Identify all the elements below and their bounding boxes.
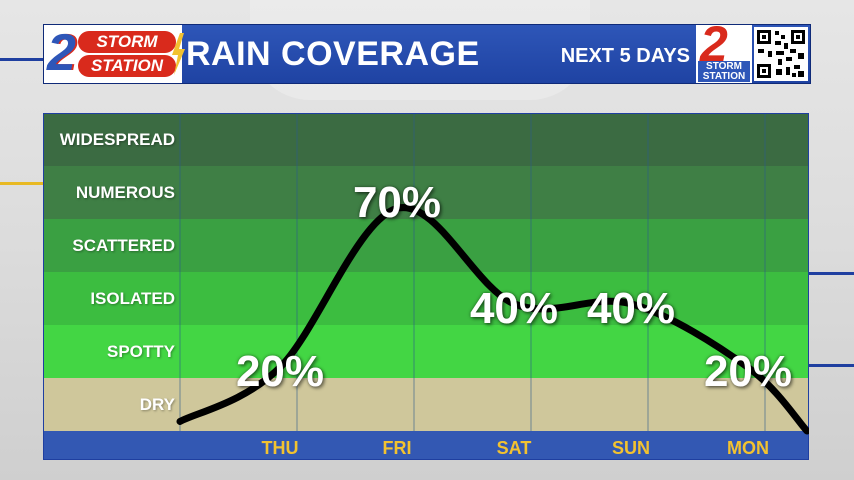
logo-text-station: STATION	[698, 71, 750, 82]
storm-station-logo-small: 2 STORM STATION	[696, 16, 752, 83]
day-label-sat: SAT	[496, 438, 532, 458]
header-bar: 2 STORM STATION RAIN COVERAGE NEXT 5 DAY…	[43, 16, 811, 84]
band-numerous	[43, 166, 809, 219]
decorative-line	[0, 58, 44, 61]
band-label-scattered: SCATTERED	[72, 236, 175, 255]
value-label-fri: 70%	[352, 178, 442, 228]
logo-text-storm: STORM	[698, 61, 750, 72]
band-label-numerous: NUMEROUS	[75, 183, 175, 202]
qr-code-icon	[754, 27, 808, 81]
day-axis-bar	[43, 431, 809, 460]
decorative-line	[0, 182, 44, 185]
band-dry	[43, 378, 809, 431]
value-label-sun: 40%	[586, 283, 676, 333]
logo-text-storm: STORM	[78, 31, 176, 53]
logo-text-station: STATION	[78, 55, 176, 77]
day-label-mon: MON	[727, 438, 769, 458]
band-spotty	[43, 325, 809, 378]
rain-coverage-line	[176, 204, 809, 435]
lightning-bolt-icon	[172, 33, 185, 75]
band-label-dry: DRY	[139, 395, 175, 414]
rain-coverage-chart: WIDESPREAD NUMEROUS SCATTERED ISOLATED SPOTT…	[43, 113, 809, 460]
page-title: RAIN COVERAGE	[186, 35, 480, 73]
chart-canvas	[43, 113, 809, 460]
band-isolated	[43, 272, 809, 325]
day-label-fri: FRI	[382, 438, 412, 458]
day-label-sun: SUN	[611, 438, 650, 458]
storm-station-logo: 2 STORM STATION	[44, 24, 182, 83]
band-label-spotty: SPOTTY	[106, 342, 175, 361]
page-subtitle: NEXT 5 DAYS	[560, 45, 690, 67]
value-label-sat: 40%	[469, 283, 559, 333]
logo-number: 2	[47, 24, 76, 82]
chart-border	[43, 113, 809, 460]
band-scattered	[43, 219, 809, 272]
value-label-thu: 20%	[235, 347, 325, 397]
value-label-mon: 20%	[703, 347, 793, 397]
band-label-isolated: ISOLATED	[90, 289, 175, 308]
band-label-widespread: WIDESPREAD	[59, 130, 175, 149]
day-label-thu: THU	[261, 438, 299, 458]
band-widespread	[43, 113, 809, 166]
